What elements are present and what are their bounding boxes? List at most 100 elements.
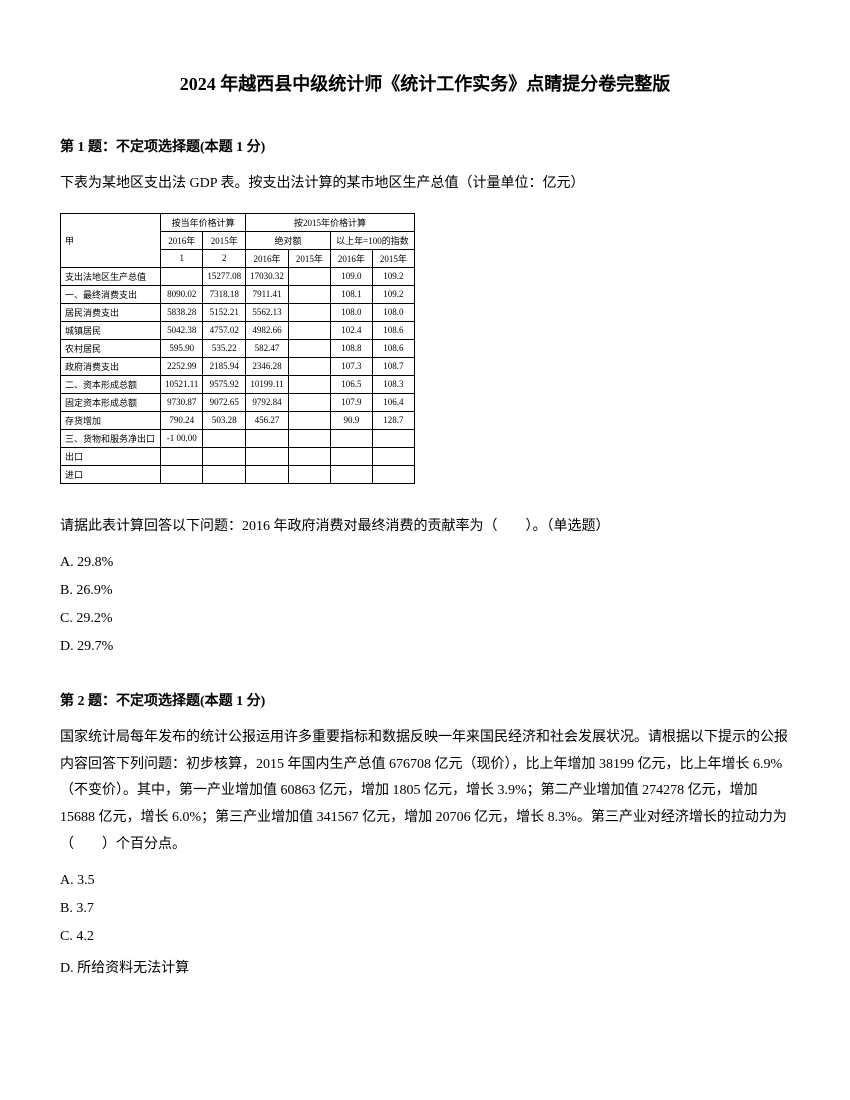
cell: 17030.32 — [246, 267, 289, 285]
cell — [288, 267, 330, 285]
cell: 503.28 — [203, 411, 246, 429]
cell: 7318.18 — [203, 285, 246, 303]
cell: 4982.66 — [246, 321, 289, 339]
q1-option-d: D. 29.7% — [60, 639, 790, 655]
cell — [330, 465, 372, 483]
cell — [288, 357, 330, 375]
q1-option-b: B. 26.9% — [60, 583, 790, 599]
cell: 109.0 — [330, 267, 372, 285]
cell — [330, 429, 372, 447]
cell: 107.9 — [330, 393, 372, 411]
cell — [330, 447, 372, 465]
cell: 4757.02 — [203, 321, 246, 339]
cell — [203, 465, 246, 483]
row-label: 支出法地区生产总值 — [61, 267, 161, 285]
q2-option-c: C. 4.2 — [60, 929, 790, 945]
cell — [288, 393, 330, 411]
cell: 2252.99 — [161, 357, 203, 375]
cell: 10521.11 — [161, 375, 203, 393]
cell: 5562.13 — [246, 303, 289, 321]
cell: 582.47 — [246, 339, 289, 357]
row-label: 存货增加 — [61, 411, 161, 429]
q2-option-d: D. 所给资料无法计算 — [60, 957, 790, 977]
cell: 2346.28 — [246, 357, 289, 375]
cell: 102.4 — [330, 321, 372, 339]
cell — [288, 411, 330, 429]
cell: -1 00.00 — [161, 429, 203, 447]
cell: 456.27 — [246, 411, 289, 429]
cell — [372, 429, 414, 447]
cell: 5152.21 — [203, 303, 246, 321]
cell: 535.22 — [203, 339, 246, 357]
cell: 9072.65 — [203, 393, 246, 411]
cell: 790.24 — [161, 411, 203, 429]
cell — [288, 429, 330, 447]
cell — [246, 429, 289, 447]
cell — [288, 321, 330, 339]
cell: 8090.02 — [161, 285, 203, 303]
cell: 108.0 — [372, 303, 414, 321]
cell: 15277.08 — [203, 267, 246, 285]
gdp-table-container: 甲 按当年价格计算 按2015年价格计算 2016年 2015年 绝对额 以上年… — [60, 213, 790, 484]
question-1: 第 1 题：不定项选择题(本题 1 分) 下表为某地区支出法 GDP 表。按支出… — [60, 136, 790, 655]
q2-option-a: A. 3.5 — [60, 873, 790, 889]
question-2: 第 2 题：不定项选择题(本题 1 分) 国家统计局每年发布的统计公报运用许多重… — [60, 690, 790, 977]
cell: 108.3 — [372, 375, 414, 393]
row-label: 固定资本形成总额 — [61, 393, 161, 411]
cell — [288, 285, 330, 303]
cell: 108.6 — [372, 321, 414, 339]
cell — [246, 465, 289, 483]
row-label: 二、资本形成总额 — [61, 375, 161, 393]
header-group2: 按2015年价格计算 — [246, 213, 415, 231]
cell: 9792.84 — [246, 393, 289, 411]
cell — [288, 303, 330, 321]
cell: 108.7 — [372, 357, 414, 375]
cell — [372, 447, 414, 465]
cell: 108.8 — [330, 339, 372, 357]
q2-header: 第 2 题：不定项选择题(本题 1 分) — [60, 690, 790, 710]
year-cell: 2016年 — [161, 231, 203, 249]
row-label: 城镇居民 — [61, 321, 161, 339]
cell: 5838.28 — [161, 303, 203, 321]
cell: 128.7 — [372, 411, 414, 429]
q1-option-a: A. 29.8% — [60, 555, 790, 571]
header-sub1: 绝对额 — [246, 231, 331, 249]
q1-options: A. 29.8% B. 26.9% C. 29.2% D. 29.7% — [60, 555, 790, 655]
year-cell: 2016年 — [330, 249, 372, 267]
q1-header: 第 1 题：不定项选择题(本题 1 分) — [60, 136, 790, 156]
cell: 108.0 — [330, 303, 372, 321]
cell — [246, 447, 289, 465]
cell: 106.5 — [330, 375, 372, 393]
table-corner: 甲 — [61, 213, 161, 267]
row-label: 居民消费支出 — [61, 303, 161, 321]
cell — [288, 339, 330, 357]
cell: 108.1 — [330, 285, 372, 303]
cell: 9575.92 — [203, 375, 246, 393]
row-label: 出口 — [61, 447, 161, 465]
cell: 2185.94 — [203, 357, 246, 375]
q1-option-c: C. 29.2% — [60, 611, 790, 627]
document-title: 2024 年越西县中级统计师《统计工作实务》点睛提分卷完整版 — [60, 70, 790, 96]
cell: 106.4 — [372, 393, 414, 411]
year-cell: 2015年 — [203, 231, 246, 249]
row-label: 三、货物和服务净出口 — [61, 429, 161, 447]
cell — [161, 267, 203, 285]
row-label: 一、最终消费支出 — [61, 285, 161, 303]
row-label: 农村居民 — [61, 339, 161, 357]
year-cell: 2016年 — [246, 249, 289, 267]
year-cell: 2015年 — [372, 249, 414, 267]
q2-options: A. 3.5 B. 3.7 C. 4.2 D. 所给资料无法计算 — [60, 873, 790, 977]
row-label: 政府消费支出 — [61, 357, 161, 375]
header-sub2: 以上年=100的指数 — [330, 231, 414, 249]
cell — [372, 465, 414, 483]
gdp-table: 甲 按当年价格计算 按2015年价格计算 2016年 2015年 绝对额 以上年… — [60, 213, 415, 484]
cell: 10199.11 — [246, 375, 289, 393]
q2-option-b: B. 3.7 — [60, 901, 790, 917]
cell: 90.9 — [330, 411, 372, 429]
cell: 107.3 — [330, 357, 372, 375]
col-num: 1 — [161, 249, 203, 267]
col-num: 2 — [203, 249, 246, 267]
cell: 5042.38 — [161, 321, 203, 339]
q1-question: 请据此表计算回答以下问题：2016 年政府消费对最终消费的贡献率为（ ）。（单选… — [60, 514, 790, 541]
cell — [203, 429, 246, 447]
